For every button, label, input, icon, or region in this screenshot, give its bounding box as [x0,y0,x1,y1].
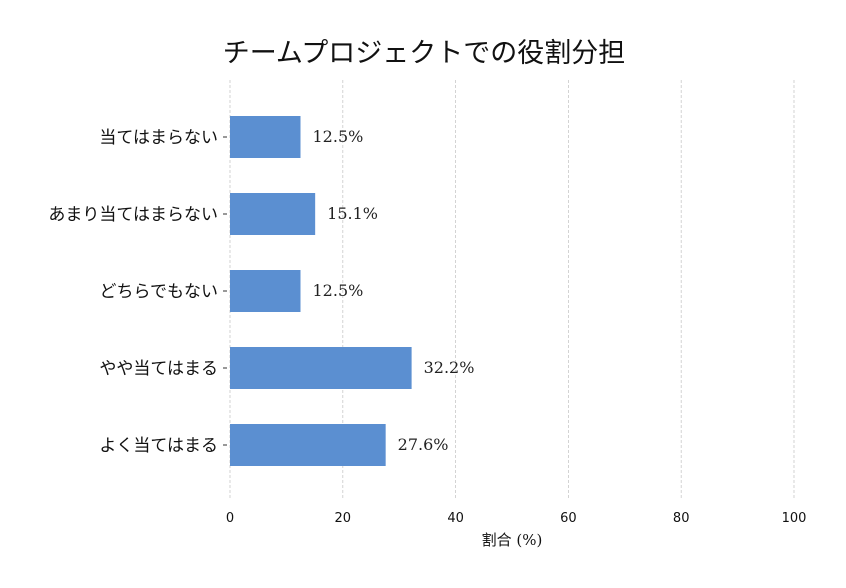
data-label-1: 12.5% [313,127,364,146]
chart-title: チームプロジェクトでの役割分担 [223,38,626,69]
x-tick-80: 80 [673,511,690,526]
data-label-4: 32.2% [424,358,475,377]
data-label-5: 27.6% [398,435,449,454]
x-tick-labels: 0 20 40 60 80 100 [226,511,807,526]
x-tick-20: 20 [335,511,352,526]
category-label-4: やや当てはまる [99,359,218,379]
bar-series [230,116,412,466]
x-tick-60: 60 [560,511,577,526]
x-tick-40: 40 [447,511,464,526]
data-labels: 12.5% 15.1% 12.5% 32.2% 27.6% [313,127,475,454]
bar-4 [230,347,412,389]
category-label-1: 当てはまらない [99,128,218,148]
data-label-3: 12.5% [313,281,364,300]
bar-2 [230,193,316,235]
x-axis-label: 割合 (%) [482,531,543,549]
bar-3 [230,270,301,312]
x-tick-0: 0 [226,511,234,526]
bar-1 [230,116,301,158]
category-label-3: どちらでもない [100,282,219,302]
data-label-2: 15.1% [327,204,378,223]
category-label-2: あまり当てはまらない [48,205,218,225]
bar-5 [230,424,386,466]
category-label-5: よく当てはまる [99,436,218,456]
x-tick-100: 100 [782,511,807,526]
